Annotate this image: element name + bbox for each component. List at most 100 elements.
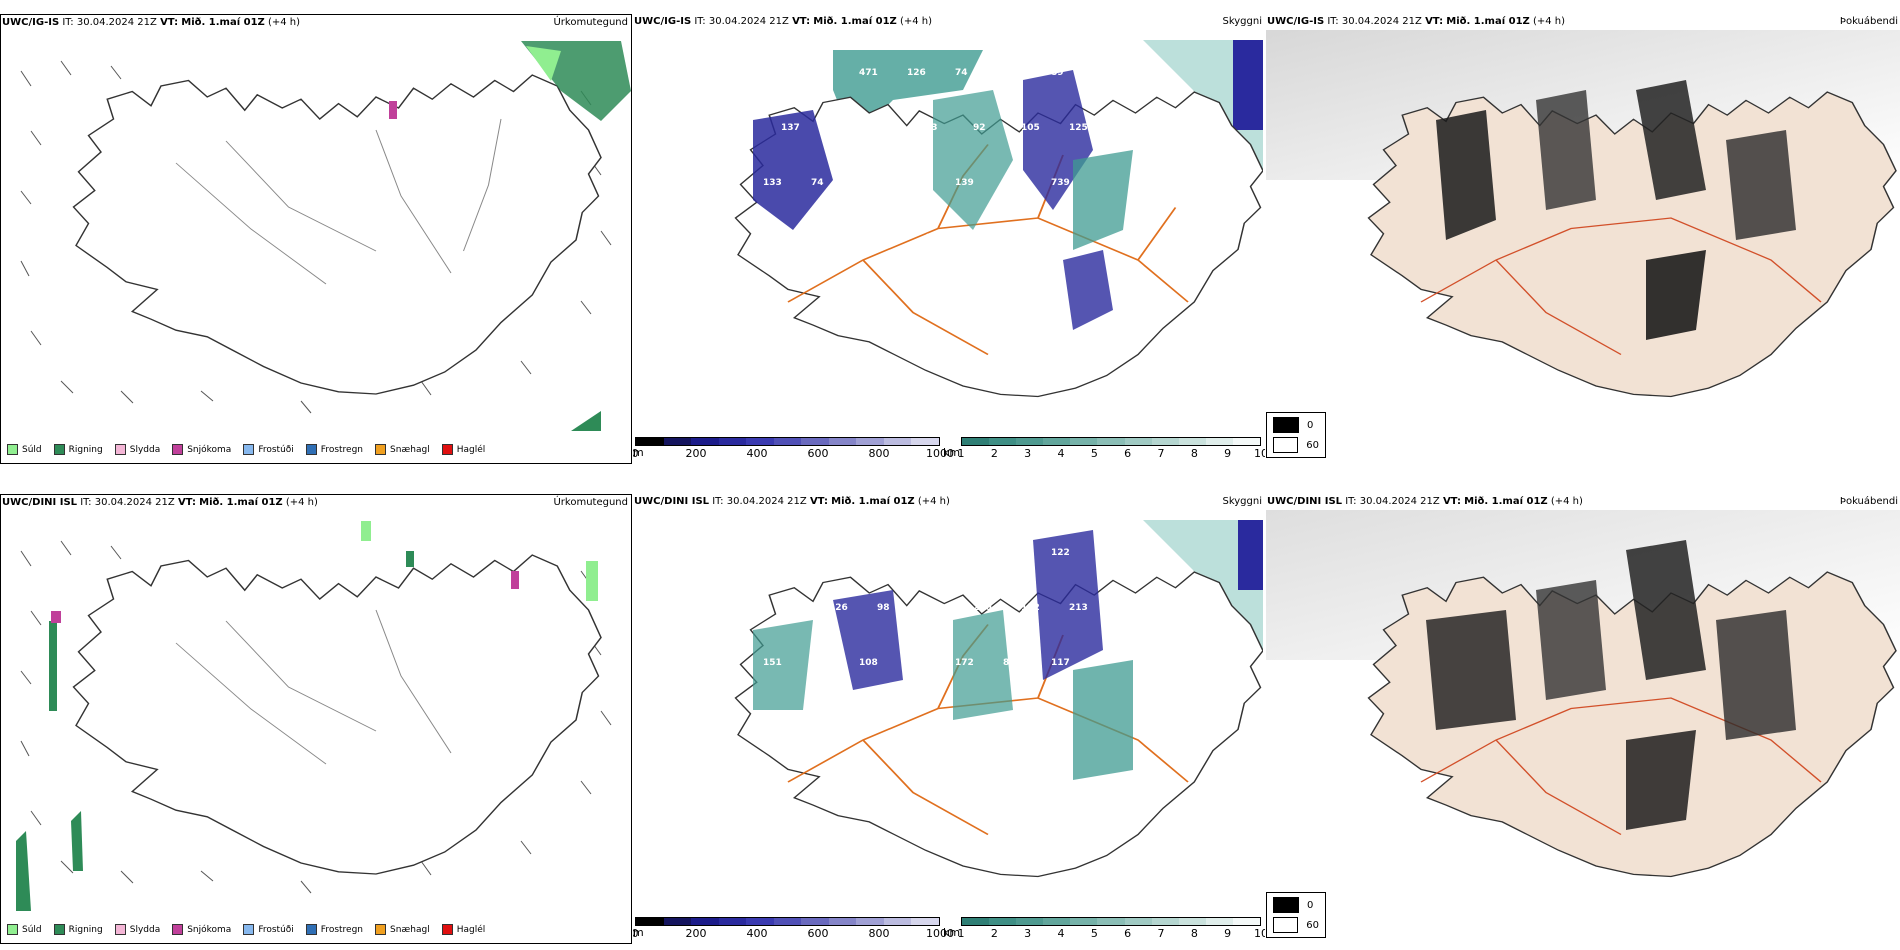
- colorbar-segment: [1016, 918, 1044, 925]
- legend-item-snjokoma: Snjókoma: [172, 924, 231, 935]
- colorbar-segment: [636, 438, 664, 445]
- fog-legend: 0 60: [1266, 412, 1326, 458]
- colorbar-tick: 4: [1057, 927, 1065, 940]
- colorbar-segment: [962, 438, 990, 445]
- cloud-label: 139: [955, 178, 974, 188]
- cloud-label: 122: [1051, 548, 1070, 558]
- colorbar-segment: [1016, 438, 1044, 445]
- legend-item-suld: Súld: [7, 924, 42, 935]
- colorbar-tick: 9: [1224, 927, 1232, 940]
- colorbar-tick: 600: [807, 927, 829, 940]
- colorbar-segment: [663, 918, 692, 925]
- cloud-label: 730: [811, 68, 830, 78]
- cloud-label: 103: [781, 713, 800, 723]
- cloud-label: 66: [1003, 178, 1016, 188]
- legend-item-frostudi: Frostúði: [243, 924, 294, 935]
- cloud-label: 133: [763, 178, 782, 188]
- legend-item-rigning: Rigning: [53, 924, 103, 935]
- panel-header: UWC/DINI ISL IT: 30.04.2024 21Z VT: Mið.…: [634, 496, 950, 507]
- colorbar-segment: [1124, 918, 1152, 925]
- colorbar-tick: 1000: [926, 927, 954, 940]
- precip-legend: Súld Rigning Slydda Snjókoma Frostúði Fr…: [7, 924, 485, 935]
- legend-item-frostudi: Frostúði: [243, 444, 294, 455]
- cloud-map: 344 208 62 111 386 142 122 110 126 98 110 200 152 213…: [734, 520, 1263, 878]
- colorbar-segment: [773, 438, 802, 445]
- panel-title: Skyggni: [1222, 496, 1262, 507]
- cloud-label: 152: [1021, 603, 1040, 613]
- colorbar-segment: [1178, 438, 1206, 445]
- fog-legend-row: 60: [1273, 917, 1319, 933]
- cloud-label: 739: [1051, 178, 1070, 188]
- legend-item-snaehagl: Snæhagl: [375, 444, 430, 455]
- colorbar-segment: [883, 438, 912, 445]
- colorbar-segment: [828, 438, 857, 445]
- precip-legend: Súld Rigning Slydda Snjókoma Frostúði Fr…: [7, 444, 485, 455]
- legend-item-slydda: Slydda: [114, 924, 160, 935]
- colorbar-segment: [856, 438, 884, 445]
- colorbar-tick: 7: [1157, 927, 1165, 940]
- colorbar-tick: 5: [1090, 447, 1098, 460]
- cloud-label: 471: [859, 68, 878, 78]
- colorbar-segment: [801, 918, 829, 925]
- colorbar-tick: 2: [990, 927, 998, 940]
- cloud-label: 153: [829, 233, 848, 243]
- legend-item-snjokoma: Snjókoma: [172, 444, 231, 455]
- height-colorbar: 0 200 400 600 800 1000 m: [633, 917, 954, 940]
- cloud-label: 117: [1051, 658, 1070, 668]
- colorbar-tick: 5: [1090, 927, 1098, 940]
- cloud-label: 137: [781, 123, 800, 133]
- panel-title: Þokuábendi: [1839, 496, 1898, 507]
- colorbar-segment: [718, 918, 747, 925]
- colorbar-segment: [962, 918, 990, 925]
- cloud-label: 132: [811, 658, 830, 668]
- colorbar-tick: 3: [1024, 927, 1032, 940]
- panel-header: UWC/DINI ISL IT: 30.04.2024 21Z VT: Mið.…: [2, 497, 318, 508]
- cloud-label: 84: [1003, 658, 1016, 668]
- cloud-label: 98: [877, 603, 890, 613]
- cloud-label: 62: [859, 548, 872, 558]
- cloud-label: 151: [763, 658, 782, 668]
- cloud-label: 89: [1051, 68, 1064, 78]
- colorbar-tick: 4: [1057, 447, 1065, 460]
- colorbar-segment: [1232, 438, 1261, 445]
- cloud-label: 320: [763, 68, 782, 78]
- cloud-label: 74: [811, 178, 824, 188]
- legend-item-frostregn: Frostregn: [305, 924, 363, 935]
- cloud-label: 213: [1069, 603, 1088, 613]
- colorbar-segment: [1043, 918, 1071, 925]
- cloud-label: 74: [955, 68, 968, 78]
- colorbar-segment: [1097, 438, 1125, 445]
- panel-title: Skyggni: [1222, 16, 1262, 27]
- cloud-panel-row1: UWC/IG-IS IT: 30.04.2024 21Z VT: Mið. 1.…: [633, 14, 1265, 464]
- cloud-label: 111: [907, 548, 926, 558]
- colorbar-segment: [801, 438, 829, 445]
- cloud-label: 208: [811, 548, 830, 558]
- colorbar-tick: 8: [1190, 927, 1198, 940]
- cloud-label: 21: [973, 233, 986, 243]
- fog-panel-row2: UWC/DINI ISL IT: 30.04.2024 21Z VT: Mið.…: [1266, 494, 1900, 944]
- panel-title: Þokuábendi: [1839, 16, 1898, 27]
- legend-item-rigning: Rigning: [53, 444, 103, 455]
- colorbar-tick: 10: [1254, 927, 1265, 940]
- colorbar-segment: [989, 918, 1017, 925]
- colorbar-tick: 800: [868, 447, 890, 460]
- cloud-label: 110: [925, 603, 944, 613]
- precip-panel-row2: UWC/DINI ISL IT: 30.04.2024 21Z VT: Mið.…: [0, 494, 632, 944]
- cloud-map: 320 730 471 126 74 68 89 137 80 81 93 92 105 125 133 74…: [734, 40, 1263, 398]
- cloud-label: 81: [877, 123, 890, 133]
- colorbar-segment: [691, 438, 719, 445]
- colorbar-segment: [1151, 438, 1179, 445]
- colorbar-tick: 400: [746, 447, 768, 460]
- colorbar-segment: [911, 918, 940, 925]
- cloud-label: 233: [781, 233, 800, 243]
- cloud-label: 386: [955, 548, 974, 558]
- legend-item-frostregn: Frostregn: [305, 444, 363, 455]
- colorbar-segment: [746, 438, 774, 445]
- km-colorbar: 1 2 3 4 5 6 7 8 9 10 km: [943, 437, 1265, 460]
- colorbar-tick: 10: [1254, 447, 1265, 460]
- cloud-label: 129: [907, 178, 926, 188]
- legend-item-slydda: Slydda: [114, 444, 160, 455]
- colorbar-segment: [663, 438, 692, 445]
- colorbar-segment: [718, 438, 747, 445]
- colorbar-tick: 3: [1024, 447, 1032, 460]
